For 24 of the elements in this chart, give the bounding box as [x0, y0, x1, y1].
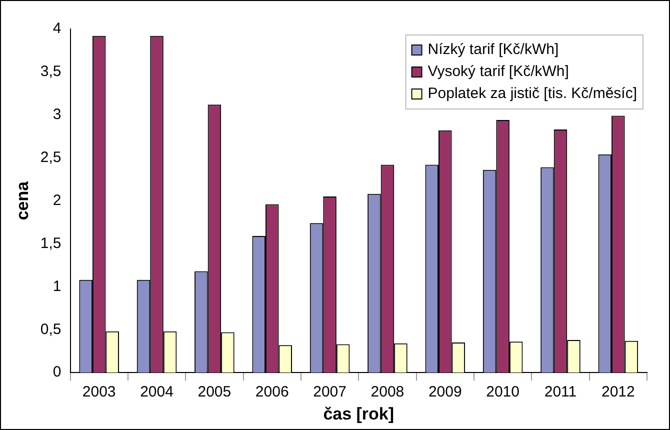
x-tick-label: 2012 — [601, 384, 635, 401]
x-tick-label: 2004 — [140, 384, 174, 401]
x-tick-label: 2006 — [255, 384, 289, 401]
y-tick-label: 1 — [52, 278, 62, 295]
legend-label: Vysoký tarif [Kč/kWh] — [428, 63, 569, 80]
y-tick-label: 2 — [52, 192, 62, 209]
legend-label: Nízký tarif [Kč/kWh] — [428, 41, 559, 58]
x-axis-title: čas [rok] — [323, 404, 394, 424]
x-tick-label: 2007 — [313, 384, 346, 401]
y-axis-title: cena — [12, 180, 32, 220]
x-tick-label: 2005 — [198, 384, 232, 401]
y-tick-label: 4 — [52, 20, 62, 38]
x-tick-label: 2011 — [544, 384, 577, 401]
x-tick-label: 2008 — [370, 384, 404, 401]
y-tick-label: 3,5 — [40, 63, 62, 80]
x-tick-label: 2003 — [82, 384, 116, 401]
y-tick-label: 2,5 — [40, 148, 62, 166]
y-tick-label: 3 — [52, 106, 62, 124]
y-tick-label: 0 — [52, 364, 62, 381]
y-tick-label: 1,5 — [40, 234, 62, 252]
x-tick-label: 2010 — [486, 384, 520, 401]
y-tick-label: 0,5 — [40, 320, 62, 338]
x-tick-label: 2009 — [428, 384, 462, 401]
legend-label: Poplatek za jistič [tis. Kč/měsíc] — [428, 85, 638, 102]
